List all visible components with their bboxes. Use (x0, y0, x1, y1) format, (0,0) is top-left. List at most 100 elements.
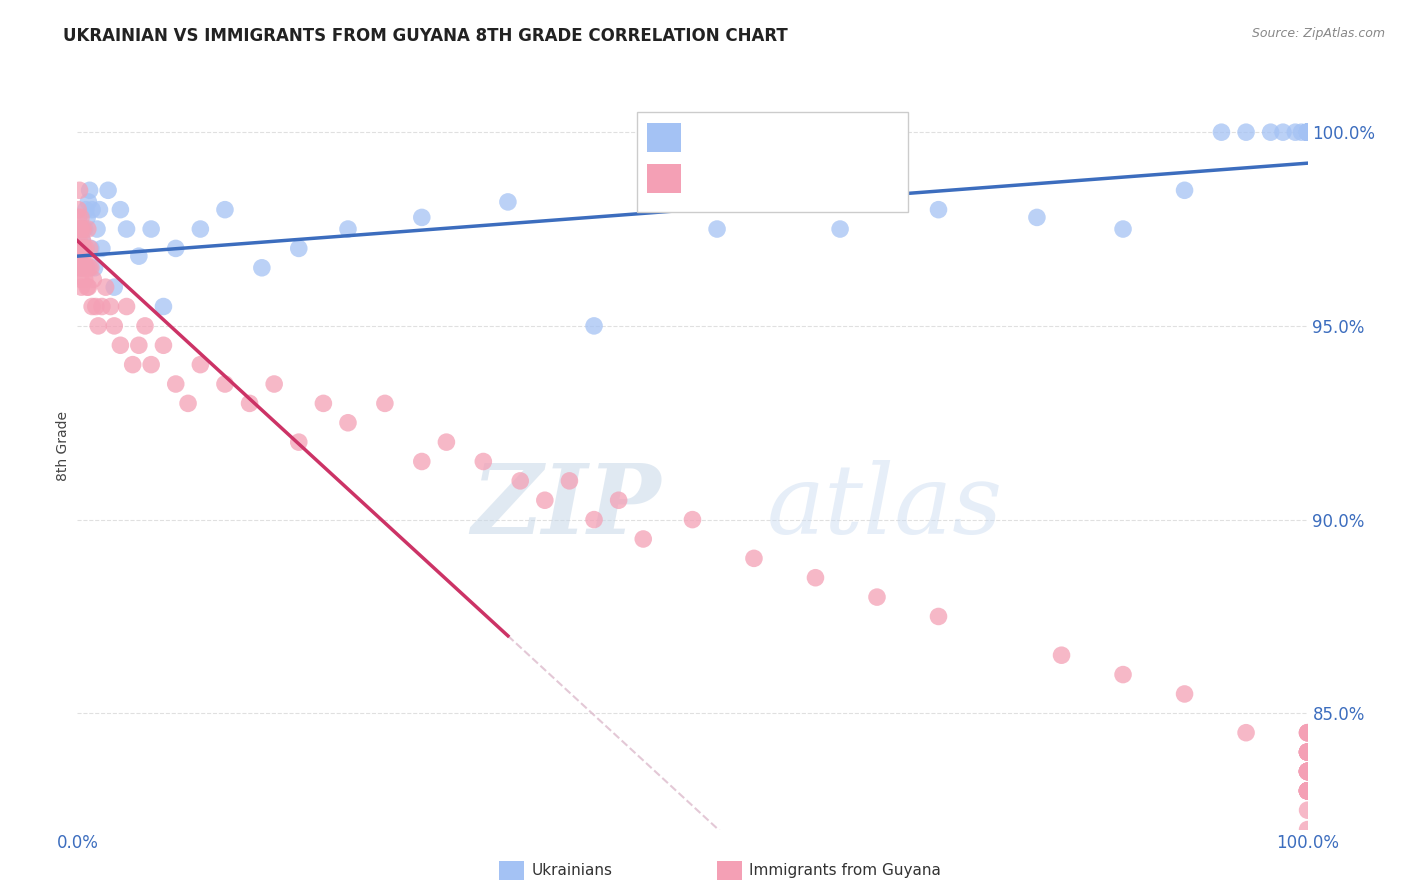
Point (87, 318, 110, 333)
Point (1296, 745, 1319, 759)
Point (1291, 125, 1313, 139)
Point (70, 211, 93, 225)
Point (76, 260, 98, 275)
Point (496, 194, 519, 209)
Point (70, 234, 93, 248)
Point (1234, 125, 1257, 139)
Point (141, 358, 163, 372)
Point (69, 249, 91, 263)
Point (103, 280, 125, 294)
Point (1296, 125, 1319, 139)
Point (90, 300, 114, 314)
Point (188, 358, 212, 372)
Text: Immigrants from Guyana: Immigrants from Guyana (749, 863, 941, 878)
Point (1296, 764, 1319, 779)
Point (1296, 125, 1319, 139)
Point (165, 241, 187, 255)
Point (1296, 125, 1319, 139)
Point (1296, 764, 1319, 779)
Point (115, 222, 138, 236)
Point (69, 183, 91, 197)
Point (1296, 125, 1319, 139)
Point (73, 222, 96, 236)
Point (1174, 183, 1197, 197)
Point (72, 222, 94, 236)
Point (75, 249, 97, 263)
Point (77, 280, 100, 294)
Point (1296, 764, 1319, 779)
Point (1296, 784, 1319, 798)
Point (128, 338, 150, 352)
Point (1296, 745, 1319, 759)
Point (1174, 687, 1197, 701)
Point (436, 435, 458, 450)
Point (239, 396, 262, 410)
Point (1211, 125, 1233, 139)
Point (1296, 125, 1319, 139)
Point (312, 396, 335, 410)
Point (89, 202, 111, 217)
Point (509, 474, 531, 488)
Point (374, 396, 396, 410)
Point (79, 183, 101, 197)
Point (1296, 745, 1319, 759)
Point (1296, 125, 1319, 139)
Point (141, 222, 163, 236)
Point (1296, 784, 1319, 798)
Point (1296, 125, 1319, 139)
Point (1296, 125, 1319, 139)
Point (67, 202, 90, 217)
Point (103, 318, 125, 333)
Point (76, 280, 98, 294)
Point (134, 318, 156, 333)
Text: R = -0.401  N = 115: R = -0.401 N = 115 (692, 167, 875, 185)
Point (1296, 125, 1319, 139)
Point (66, 222, 89, 236)
Point (90, 241, 114, 255)
Point (72, 234, 94, 248)
Point (75, 202, 97, 217)
Point (1296, 745, 1319, 759)
Point (1296, 784, 1319, 798)
Point (1296, 764, 1319, 779)
Point (928, 609, 950, 624)
Point (83, 260, 105, 275)
FancyBboxPatch shape (637, 112, 908, 212)
Point (73, 241, 96, 255)
Point (1050, 648, 1073, 663)
Point (188, 222, 212, 236)
Point (1296, 725, 1319, 739)
Point (67, 234, 90, 248)
Point (77, 194, 100, 209)
Text: UKRAINIAN VS IMMIGRANTS FROM GUYANA 8TH GRADE CORRELATION CHART: UKRAINIAN VS IMMIGRANTS FROM GUYANA 8TH … (63, 27, 787, 45)
Point (70, 280, 93, 294)
Text: R =  0.529  N =  61: R = 0.529 N = 61 (692, 127, 868, 145)
Point (72, 260, 94, 275)
Point (1296, 125, 1319, 139)
Point (70, 260, 93, 275)
Point (69, 222, 91, 236)
Point (633, 532, 655, 546)
Point (214, 377, 236, 392)
Point (1296, 784, 1319, 798)
Point (337, 416, 360, 430)
Point (1296, 125, 1319, 139)
Point (82, 300, 104, 314)
Point (558, 474, 581, 488)
Point (742, 551, 765, 566)
Point (165, 377, 187, 392)
Point (1296, 784, 1319, 798)
Point (1296, 822, 1319, 837)
Point (177, 396, 200, 410)
Point (69, 272, 91, 286)
Text: Ukrainians: Ukrainians (531, 863, 613, 878)
Point (1296, 745, 1319, 759)
Point (411, 211, 433, 225)
Point (76, 222, 98, 236)
Point (72, 249, 94, 263)
Point (583, 513, 606, 527)
Point (79, 241, 101, 255)
Point (67, 260, 90, 275)
Point (1296, 125, 1319, 139)
Point (1296, 784, 1319, 798)
